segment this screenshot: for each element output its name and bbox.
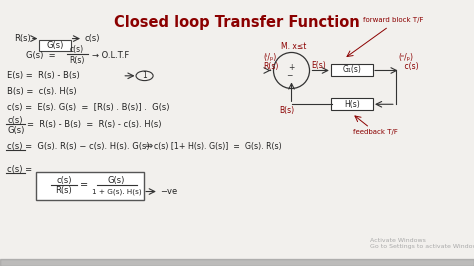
Text: G(s): G(s) [108, 176, 125, 185]
Text: (ⁱ/ₚ): (ⁱ/ₚ) [263, 53, 276, 62]
Text: =: = [80, 180, 89, 190]
Text: c(s): c(s) [403, 62, 419, 71]
Text: → O.L.T.F: → O.L.T.F [92, 51, 130, 60]
Text: R(s): R(s) [69, 56, 84, 65]
Text: R(s): R(s) [55, 186, 73, 195]
Text: Closed loop Transfer Function: Closed loop Transfer Function [114, 15, 360, 30]
Bar [0, 259, 474, 266]
Text: H(s): H(s) [344, 100, 360, 109]
Text: forward block T/F: forward block T/F [363, 17, 423, 23]
Text: c(s) [1+ H(s). G(s)]  =  G(s). R(s): c(s) [1+ H(s). G(s)] = G(s). R(s) [154, 142, 282, 151]
Text: 1: 1 [142, 71, 147, 80]
Text: feedback T/F: feedback T/F [353, 129, 398, 135]
Text: c(s) =: c(s) = [7, 165, 32, 174]
FancyBboxPatch shape [36, 172, 144, 200]
Text: G(s)  =: G(s) = [26, 51, 56, 60]
FancyBboxPatch shape [331, 64, 373, 76]
Text: G(s): G(s) [7, 126, 25, 135]
Text: G(s): G(s) [46, 41, 64, 50]
Text: c(s): c(s) [7, 116, 23, 125]
Text: G₁(s): G₁(s) [343, 65, 361, 74]
Text: (ᵒ/ₚ): (ᵒ/ₚ) [398, 53, 413, 62]
Text: c(s) =  E(s). G(s)  =  [R(s) . B(s)] .  G(s): c(s) = E(s). G(s) = [R(s) . B(s)] . G(s) [7, 103, 170, 112]
Text: c(s) =  G(s). R(s) − c(s). H(s). G(s): c(s) = G(s). R(s) − c(s). H(s). G(s) [7, 142, 150, 151]
Text: c(s): c(s) [56, 176, 72, 185]
FancyBboxPatch shape [331, 98, 373, 110]
Text: R(s): R(s) [263, 62, 278, 71]
Text: B(s): B(s) [280, 106, 295, 115]
Text: Activate Windows
Go to Settings to activate Windows.: Activate Windows Go to Settings to activ… [370, 238, 474, 249]
FancyBboxPatch shape [39, 40, 71, 51]
Text: c(s): c(s) [70, 45, 84, 54]
Text: −ve: −ve [160, 187, 177, 196]
Text: 1 + G(s). H(s): 1 + G(s). H(s) [92, 188, 142, 195]
Text: c(s): c(s) [84, 34, 100, 43]
Text: −: − [286, 71, 292, 80]
Text: +: + [288, 63, 295, 72]
Text: B(s) =  c(s). H(s): B(s) = c(s). H(s) [7, 87, 77, 96]
Text: E(s): E(s) [311, 61, 326, 70]
Text: M. x≤t: M. x≤t [281, 42, 307, 51]
Text: =  R(s) - B(s)  =  R(s) - c(s). H(s): = R(s) - B(s) = R(s) - c(s). H(s) [27, 120, 162, 129]
Text: E(s) =  R(s) - B(s): E(s) = R(s) - B(s) [7, 71, 80, 80]
Text: R(s): R(s) [14, 34, 31, 43]
Text: ⇒: ⇒ [145, 141, 153, 151]
